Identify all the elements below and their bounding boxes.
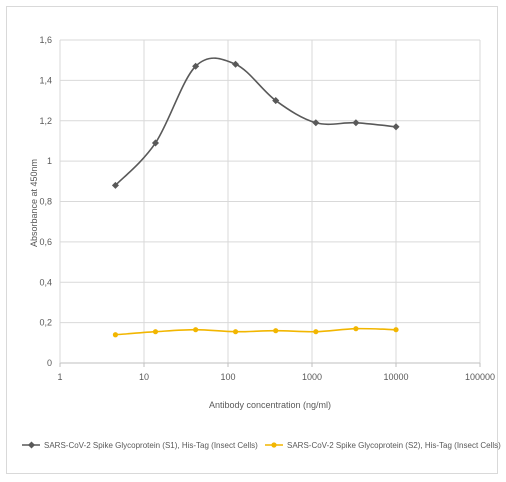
x-tick-label: 100000 [465, 372, 495, 382]
series-group [111, 57, 400, 338]
series-1-point [392, 123, 400, 131]
series-1-point [232, 60, 240, 68]
y-axis-label: Absorbance at 450nm [29, 159, 39, 247]
series-1-point [272, 97, 280, 105]
series-2-point [393, 327, 399, 333]
series-2-point [193, 327, 199, 333]
series-2-point [112, 332, 119, 338]
y-tick-label: 1 [47, 156, 52, 166]
gridlines [60, 39, 481, 363]
series-1-point [352, 119, 360, 127]
y-tick-label: 0,2 [39, 318, 52, 328]
y-tick-label: 0,6 [39, 237, 52, 247]
x-tick-label: 100 [220, 372, 235, 382]
y-tick-label: 1,6 [39, 35, 52, 45]
y-tick-label: 1,2 [39, 116, 52, 126]
series-2-point [353, 326, 359, 332]
series-2-point [152, 329, 159, 335]
legend: SARS-CoV-2 Spike Glycoprotein (S1), His-… [22, 441, 501, 450]
series-1-point [192, 62, 200, 70]
y-tick-labels: 0 0,2 0,4 0,6 0,8 1 1,2 1,4 1,6 [39, 35, 52, 368]
x-tick-label: 10 [139, 372, 149, 382]
series-1-line [114, 57, 397, 186]
series-1-point [111, 181, 119, 189]
y-tick-label: 1,4 [39, 75, 52, 85]
legend-entry-2: SARS-CoV-2 Spike Glycoprotein (S2), His-… [287, 441, 501, 450]
x-tick-labels: 1 10 100 1000 10000 100000 [57, 372, 495, 382]
series-2-point [313, 329, 319, 335]
x-tick-label: 10000 [383, 372, 408, 382]
series-2-line [115, 327, 397, 336]
x-axis-label: Antibody concentration (ng/ml) [209, 400, 331, 410]
legend-entry-1: SARS-CoV-2 Spike Glycoprotein (S1), His-… [44, 441, 258, 450]
y-tick-label: 0,8 [39, 197, 52, 207]
chart-frame [6, 6, 498, 474]
x-tick-label: 1 [57, 372, 62, 382]
series-1-point [151, 139, 160, 147]
x-tick-label: 1000 [302, 372, 322, 382]
series-2-point [232, 329, 239, 335]
y-tick-label: 0 [47, 358, 52, 368]
legend-marker [27, 441, 36, 449]
y-tick-label: 0,4 [39, 277, 52, 287]
series-1-point [312, 119, 320, 127]
legend-marker [271, 442, 277, 448]
series-2-point [273, 328, 279, 334]
axes [59, 40, 481, 367]
